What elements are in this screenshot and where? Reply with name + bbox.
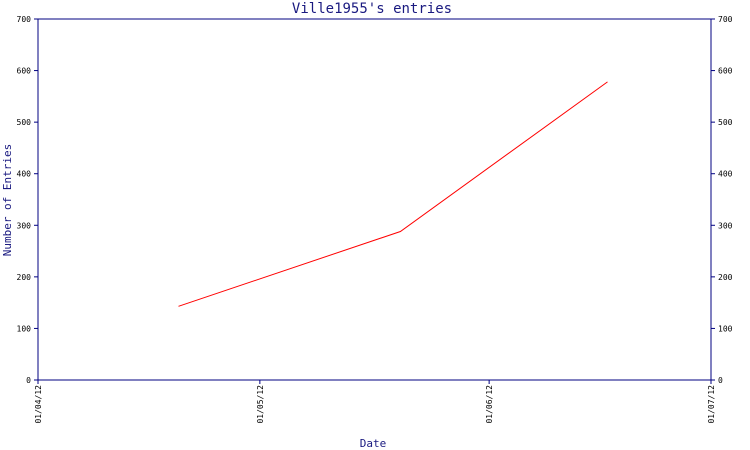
x-tick-label-2: 01/06/12 xyxy=(485,385,494,424)
y-tick-label-left-6: 600 xyxy=(17,67,32,76)
y-tick-label-left-4: 400 xyxy=(17,170,32,179)
y-tick-label-left-1: 100 xyxy=(17,324,32,333)
y-axis-left: 0 100 200 300 400 500 600 700 xyxy=(17,15,38,385)
y-tick-label-left-2: 200 xyxy=(17,273,32,282)
chart-title: Ville1955's entries xyxy=(292,1,452,17)
plot-frame xyxy=(37,18,712,381)
y-tick-label-right-2: 200 xyxy=(718,273,733,282)
x-axis-label: Date xyxy=(360,437,387,450)
x-tick-label-1: 01/05/12 xyxy=(256,385,265,424)
y-tick-label-right-5: 500 xyxy=(718,118,733,127)
y-tick-label-right-3: 300 xyxy=(718,221,733,230)
y-tick-label-right-4: 400 xyxy=(718,170,733,179)
series-layer xyxy=(178,81,608,307)
y-tick-label-right-7: 700 xyxy=(718,15,733,24)
y-tick-label-left-3: 300 xyxy=(17,221,32,230)
series-line-0 xyxy=(178,81,608,307)
y-tick-label-left-5: 500 xyxy=(17,118,32,127)
y-tick-label-left-7: 700 xyxy=(17,15,32,24)
x-tick-label-3: 01/07/12 xyxy=(707,385,716,424)
y-tick-label-right-0: 0 xyxy=(718,376,723,385)
y-axis-right: 0 100 200 300 400 500 600 700 xyxy=(711,15,733,385)
x-tick-label-0: 01/04/12 xyxy=(34,385,43,424)
y-tick-label-right-6: 600 xyxy=(718,67,733,76)
x-axis: 01/04/12 01/05/12 01/06/12 01/07/12 xyxy=(34,380,716,424)
y-tick-label-right-1: 100 xyxy=(718,324,733,333)
y-tick-label-left-0: 0 xyxy=(26,376,31,385)
y-axis-label: Number of Entries xyxy=(1,144,14,257)
